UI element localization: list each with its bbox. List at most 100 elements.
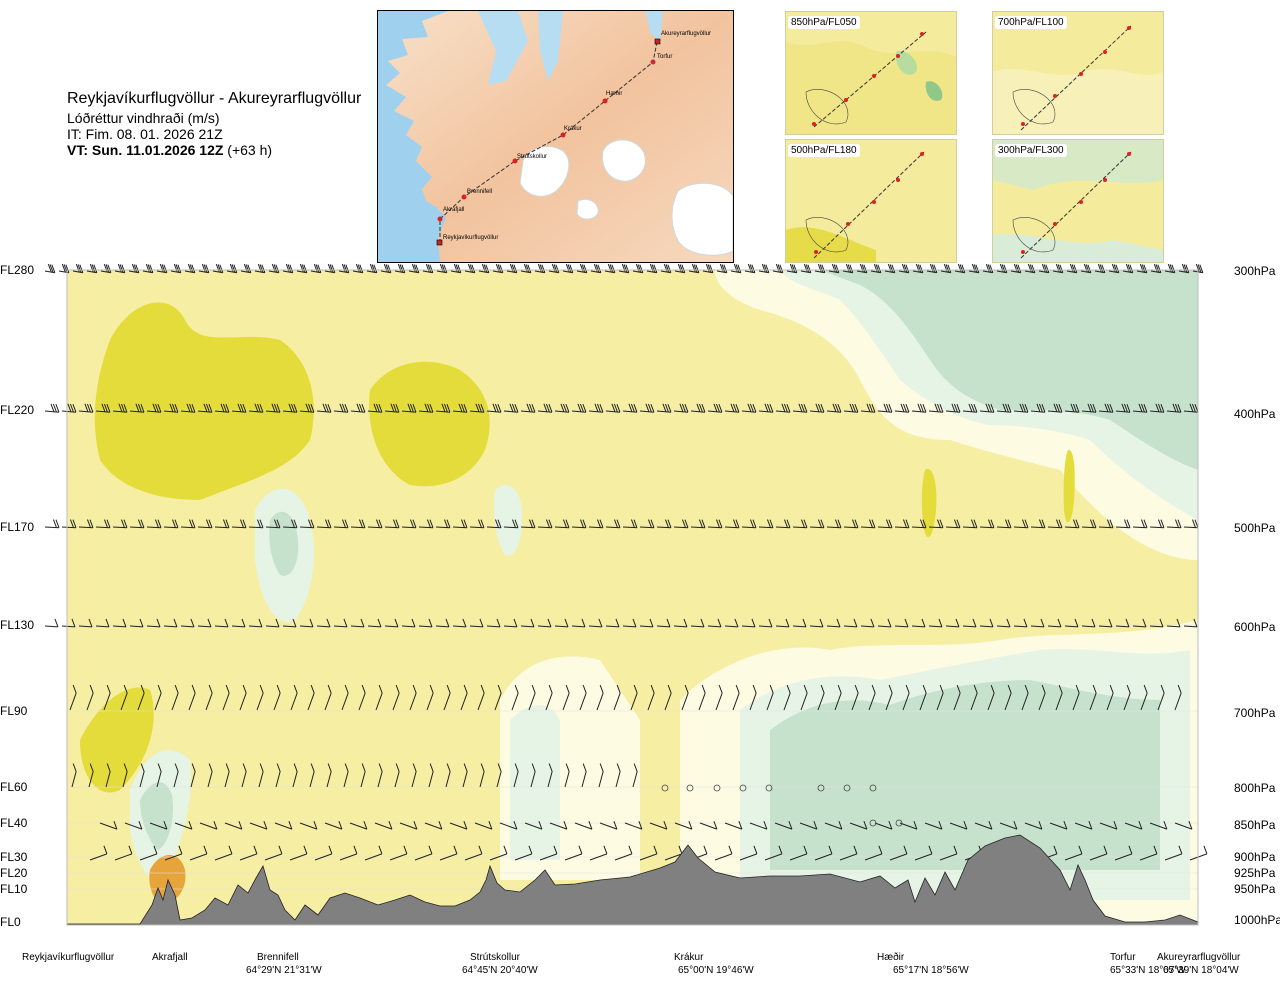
wind-barb — [139, 853, 158, 861]
wind-barb — [528, 519, 533, 528]
wind-barb — [435, 410, 450, 413]
wind-barb — [341, 519, 346, 528]
wind-barb — [871, 684, 876, 694]
wind-barb — [520, 526, 536, 529]
wind-barb — [106, 684, 111, 694]
wind-barb — [290, 403, 295, 413]
wind-barb — [1003, 264, 1008, 273]
waypoint-label: Strútskollur — [470, 952, 521, 963]
wind-barb — [747, 263, 752, 273]
wind-barb — [888, 820, 893, 830]
inset-map-850[interactable]: 850hPa/FL050 — [785, 11, 957, 135]
wind-barb — [583, 264, 588, 273]
wind-barb — [1104, 403, 1109, 412]
wind-barb — [615, 771, 621, 788]
wind-barb — [1203, 845, 1208, 855]
wind-barb — [632, 270, 643, 274]
waypoint-coordinate: 64°45'N 20°40'W — [462, 965, 538, 976]
wind-barb — [599, 404, 604, 413]
wind-barb — [392, 692, 400, 711]
wind-barb — [560, 403, 565, 412]
wind-barb — [54, 618, 59, 628]
wind-barb — [412, 684, 417, 694]
wind-barb — [189, 264, 194, 273]
wind-barb — [996, 526, 1012, 529]
wind-barb — [793, 264, 798, 273]
wind-barb — [1160, 684, 1165, 694]
wind-barb — [1160, 404, 1165, 413]
wind-barb — [970, 403, 975, 413]
wind-barb — [1101, 264, 1106, 273]
wind-barb — [390, 403, 395, 412]
wind-barb — [605, 410, 620, 413]
wind-barb — [579, 403, 584, 413]
waypoint-marker — [560, 132, 566, 138]
wind-barb — [1140, 519, 1145, 528]
wind-barb — [343, 771, 349, 788]
wind-barb — [530, 618, 535, 628]
route-line — [439, 41, 658, 243]
wind-barb — [392, 519, 397, 528]
wind-barb — [733, 263, 738, 273]
wind-barb — [220, 403, 225, 412]
wind-barb — [71, 771, 77, 788]
wind-barb — [106, 519, 111, 528]
inset-map-300[interactable]: 300hPa/FL300 — [992, 139, 1164, 263]
calm-wind-marker — [895, 819, 903, 827]
wind-barb — [854, 684, 859, 694]
wind-barb — [548, 404, 553, 413]
wind-barb — [774, 822, 793, 830]
wind-barb — [385, 264, 390, 273]
wind-barb — [358, 403, 363, 413]
wind-barb — [61, 410, 76, 413]
wind-barb — [384, 526, 400, 529]
wind-barb — [67, 403, 72, 412]
wind-barb — [353, 845, 358, 855]
inset-label: 500hPa/FL180 — [788, 144, 860, 157]
downdraft-region — [770, 680, 1160, 870]
wind-barb — [1127, 264, 1132, 273]
wind-barb — [1078, 845, 1083, 855]
wind-barb — [178, 845, 183, 855]
wind-barb — [1013, 526, 1029, 529]
wind-barb — [1098, 625, 1113, 628]
wind-barb — [163, 264, 168, 273]
wind-barb — [545, 403, 550, 413]
wind-barb — [154, 519, 159, 528]
inset-map-500[interactable]: 500hPa/FL180 — [785, 139, 957, 263]
wind-barb — [889, 264, 894, 273]
wind-barb — [245, 264, 250, 273]
wind-barb — [239, 519, 244, 528]
wind-barb — [471, 264, 476, 273]
wind-barb — [106, 404, 111, 413]
wind-barb — [399, 264, 404, 273]
wind-barb — [1024, 404, 1029, 413]
wind-barb — [128, 845, 133, 855]
wind-barb — [401, 625, 416, 628]
wind-barb — [378, 684, 383, 694]
wind-barb — [582, 519, 587, 528]
wind-barb — [1166, 625, 1181, 628]
wind-barb — [1122, 270, 1133, 274]
wind-barb — [571, 526, 587, 529]
wind-barb — [259, 763, 264, 772]
inset-map-700[interactable]: 700hPa/FL100 — [992, 11, 1164, 135]
wind-barb — [649, 618, 654, 628]
wind-barb — [834, 403, 839, 413]
wind-barb — [551, 263, 556, 273]
vertical-velocity-field — [67, 270, 1198, 925]
wind-barb — [990, 519, 995, 528]
wind-barb — [327, 263, 332, 273]
wind-barb — [1024, 519, 1029, 528]
wind-barb — [1055, 692, 1063, 711]
wind-barb — [922, 684, 927, 694]
wind-barb — [1185, 264, 1190, 273]
wind-barb — [853, 618, 858, 628]
wind-barb — [878, 845, 883, 855]
wind-barb — [1024, 822, 1043, 830]
wind-barb — [817, 692, 825, 711]
wind-barb — [656, 625, 671, 628]
wind-barb — [299, 410, 314, 413]
wind-barb — [44, 410, 59, 413]
pressure-level-label: 600hPa — [1234, 620, 1276, 634]
